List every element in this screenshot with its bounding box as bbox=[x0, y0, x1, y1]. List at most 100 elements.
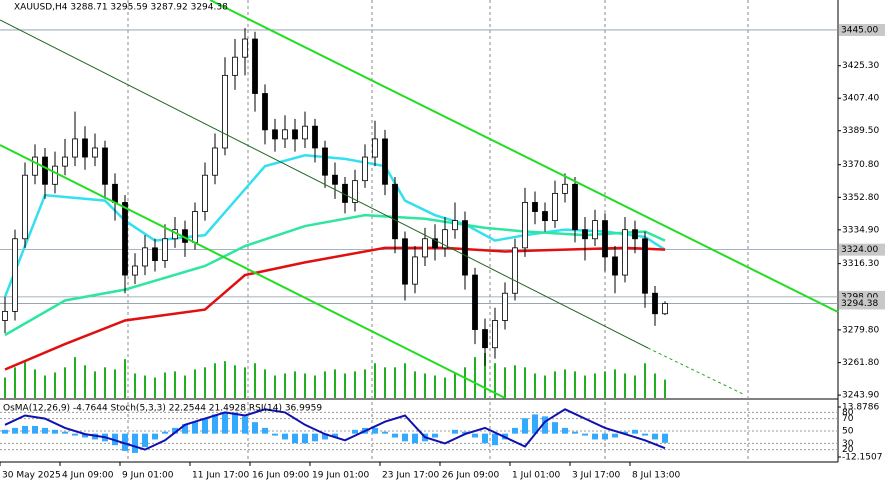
osma-bar bbox=[332, 433, 338, 438]
candle-body bbox=[22, 174, 28, 240]
candle-body bbox=[2, 310, 8, 321]
volume-bar bbox=[244, 367, 246, 398]
volume-bar bbox=[314, 375, 316, 398]
candle-body bbox=[492, 320, 498, 349]
osma-bar bbox=[512, 427, 518, 434]
volume-bar bbox=[544, 375, 546, 398]
osma-bar bbox=[12, 427, 18, 434]
volume-bar bbox=[284, 373, 286, 398]
candle-body bbox=[132, 265, 138, 276]
osma-bar bbox=[532, 414, 538, 434]
candle-body bbox=[552, 192, 558, 222]
volume-bar bbox=[454, 373, 456, 398]
volume-bar bbox=[84, 365, 86, 398]
x-tick-label: 3 Jul 17:00 bbox=[572, 471, 621, 481]
volume-bar bbox=[174, 371, 176, 398]
osma-bar bbox=[212, 414, 218, 434]
candle-body bbox=[52, 165, 58, 185]
osma-bar bbox=[62, 431, 68, 434]
osma-bar bbox=[322, 433, 328, 440]
volume-bar bbox=[234, 365, 236, 398]
osma-bar bbox=[302, 433, 308, 444]
volume-bar bbox=[644, 363, 646, 398]
volume-bar bbox=[484, 353, 486, 398]
candle-body bbox=[332, 174, 338, 185]
candle-body bbox=[512, 247, 518, 294]
osma-bar bbox=[252, 422, 258, 434]
osma-bar bbox=[282, 433, 288, 440]
volume-bar bbox=[524, 367, 526, 398]
candle-body bbox=[642, 238, 648, 294]
osma-bar bbox=[562, 427, 568, 434]
candle-body bbox=[322, 147, 328, 176]
osma-bar bbox=[382, 431, 388, 434]
volume-bar bbox=[474, 357, 476, 398]
volume-bar bbox=[594, 373, 596, 398]
candle-body bbox=[542, 211, 548, 222]
osma-bar bbox=[312, 433, 318, 442]
y-tick-label: 3389.50 bbox=[842, 126, 879, 136]
candle-body bbox=[462, 220, 468, 276]
candle-body bbox=[152, 247, 158, 261]
volume-bar bbox=[154, 377, 156, 398]
candle-body bbox=[612, 256, 618, 276]
y-tick-label: 3261.80 bbox=[842, 358, 879, 368]
y-tick-label: 3279.80 bbox=[842, 325, 879, 335]
volume-bar bbox=[54, 372, 56, 398]
osma-bar bbox=[542, 416, 548, 434]
candle-body bbox=[582, 229, 588, 240]
volume-bar bbox=[114, 369, 116, 398]
candle-body bbox=[662, 303, 668, 315]
osma-bar bbox=[162, 431, 168, 434]
volume-bar bbox=[134, 373, 136, 398]
candle-body bbox=[652, 292, 658, 315]
volume-bar bbox=[414, 371, 416, 398]
volume-bar bbox=[184, 375, 186, 398]
candle-body bbox=[222, 74, 228, 149]
volume-bar bbox=[194, 369, 196, 398]
y2-tick-label: -12.1507 bbox=[842, 453, 882, 463]
candle-body bbox=[142, 247, 148, 267]
candle-body bbox=[272, 129, 278, 140]
candle-body bbox=[502, 292, 508, 321]
volume-bar bbox=[74, 357, 76, 398]
candle-body bbox=[262, 93, 268, 131]
osma-bar bbox=[582, 433, 588, 436]
volume-bar bbox=[214, 363, 216, 398]
volume-bar bbox=[254, 363, 256, 398]
osma-bar bbox=[492, 433, 498, 446]
volume-bar bbox=[304, 373, 306, 398]
stoch-tick-label: 50 bbox=[842, 427, 854, 437]
volume-bar bbox=[624, 373, 626, 398]
indicator-line bbox=[4, 408, 666, 451]
osma-bar bbox=[652, 433, 658, 440]
level-label: 3324.00 bbox=[841, 245, 878, 255]
y-tick-label: 3352.80 bbox=[842, 193, 879, 203]
level-label: 3294.38 bbox=[841, 299, 878, 309]
y-tick-label: 3316.30 bbox=[842, 259, 879, 269]
osma-bar bbox=[32, 425, 38, 434]
candle-body bbox=[622, 229, 628, 276]
osma-bar bbox=[482, 433, 488, 444]
candle-body bbox=[412, 256, 418, 285]
volume-bar bbox=[104, 367, 106, 398]
candle-body bbox=[82, 138, 88, 158]
volume-bar bbox=[94, 371, 96, 398]
volume-bar bbox=[334, 369, 336, 398]
candle-body bbox=[372, 138, 378, 158]
candle-body bbox=[302, 125, 308, 140]
level-label: 3445.00 bbox=[841, 25, 878, 35]
volume-bar bbox=[14, 367, 16, 398]
x-tick-label: 8 Jul 13:00 bbox=[632, 471, 681, 481]
volume-bar bbox=[394, 367, 396, 398]
volume-bar bbox=[294, 371, 296, 398]
volume-bar bbox=[434, 375, 436, 398]
y2-tick-label: 13.8786 bbox=[842, 402, 879, 412]
osma-bar bbox=[612, 433, 618, 438]
stoch-tick-label: 70 bbox=[842, 414, 854, 424]
candle-body bbox=[122, 202, 128, 276]
candle-body bbox=[12, 238, 18, 312]
x-tick-label: 1 Jul 01:00 bbox=[512, 471, 561, 481]
x-tick-label: 9 Jun 01:00 bbox=[122, 471, 174, 481]
osma-bar bbox=[72, 433, 78, 436]
